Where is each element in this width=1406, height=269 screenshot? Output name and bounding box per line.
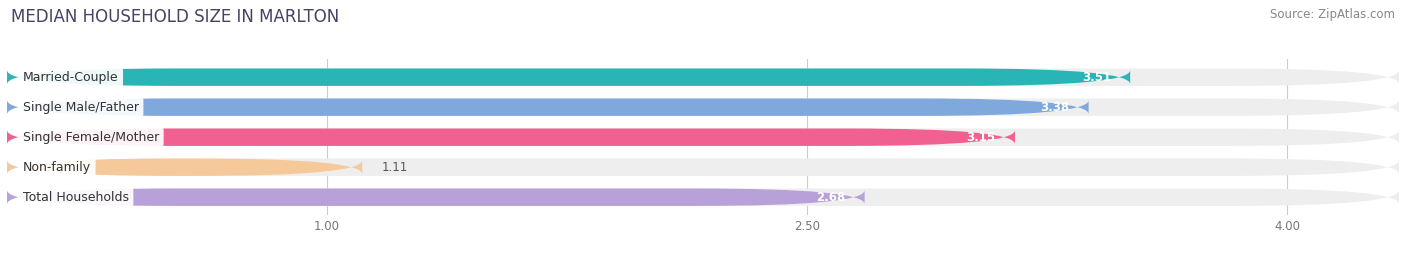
FancyBboxPatch shape xyxy=(7,158,1399,176)
FancyBboxPatch shape xyxy=(7,189,1399,206)
FancyBboxPatch shape xyxy=(7,69,1399,86)
Text: Married-Couple: Married-Couple xyxy=(22,71,118,84)
FancyBboxPatch shape xyxy=(7,129,1399,146)
Text: 2.68: 2.68 xyxy=(815,191,845,204)
Text: 1.11: 1.11 xyxy=(381,161,408,174)
FancyBboxPatch shape xyxy=(7,158,363,176)
FancyBboxPatch shape xyxy=(7,98,1088,116)
FancyBboxPatch shape xyxy=(7,98,1399,116)
Text: 3.51: 3.51 xyxy=(1081,71,1111,84)
Text: Source: ZipAtlas.com: Source: ZipAtlas.com xyxy=(1270,8,1395,21)
FancyBboxPatch shape xyxy=(7,129,1015,146)
FancyBboxPatch shape xyxy=(7,189,865,206)
Text: Non-family: Non-family xyxy=(22,161,91,174)
Text: Total Households: Total Households xyxy=(22,191,129,204)
FancyBboxPatch shape xyxy=(7,69,1130,86)
Text: MEDIAN HOUSEHOLD SIZE IN MARLTON: MEDIAN HOUSEHOLD SIZE IN MARLTON xyxy=(11,8,339,26)
Text: Single Female/Mother: Single Female/Mother xyxy=(22,131,159,144)
Text: 3.15: 3.15 xyxy=(967,131,995,144)
Text: Single Male/Father: Single Male/Father xyxy=(22,101,139,114)
Text: 3.38: 3.38 xyxy=(1040,101,1070,114)
